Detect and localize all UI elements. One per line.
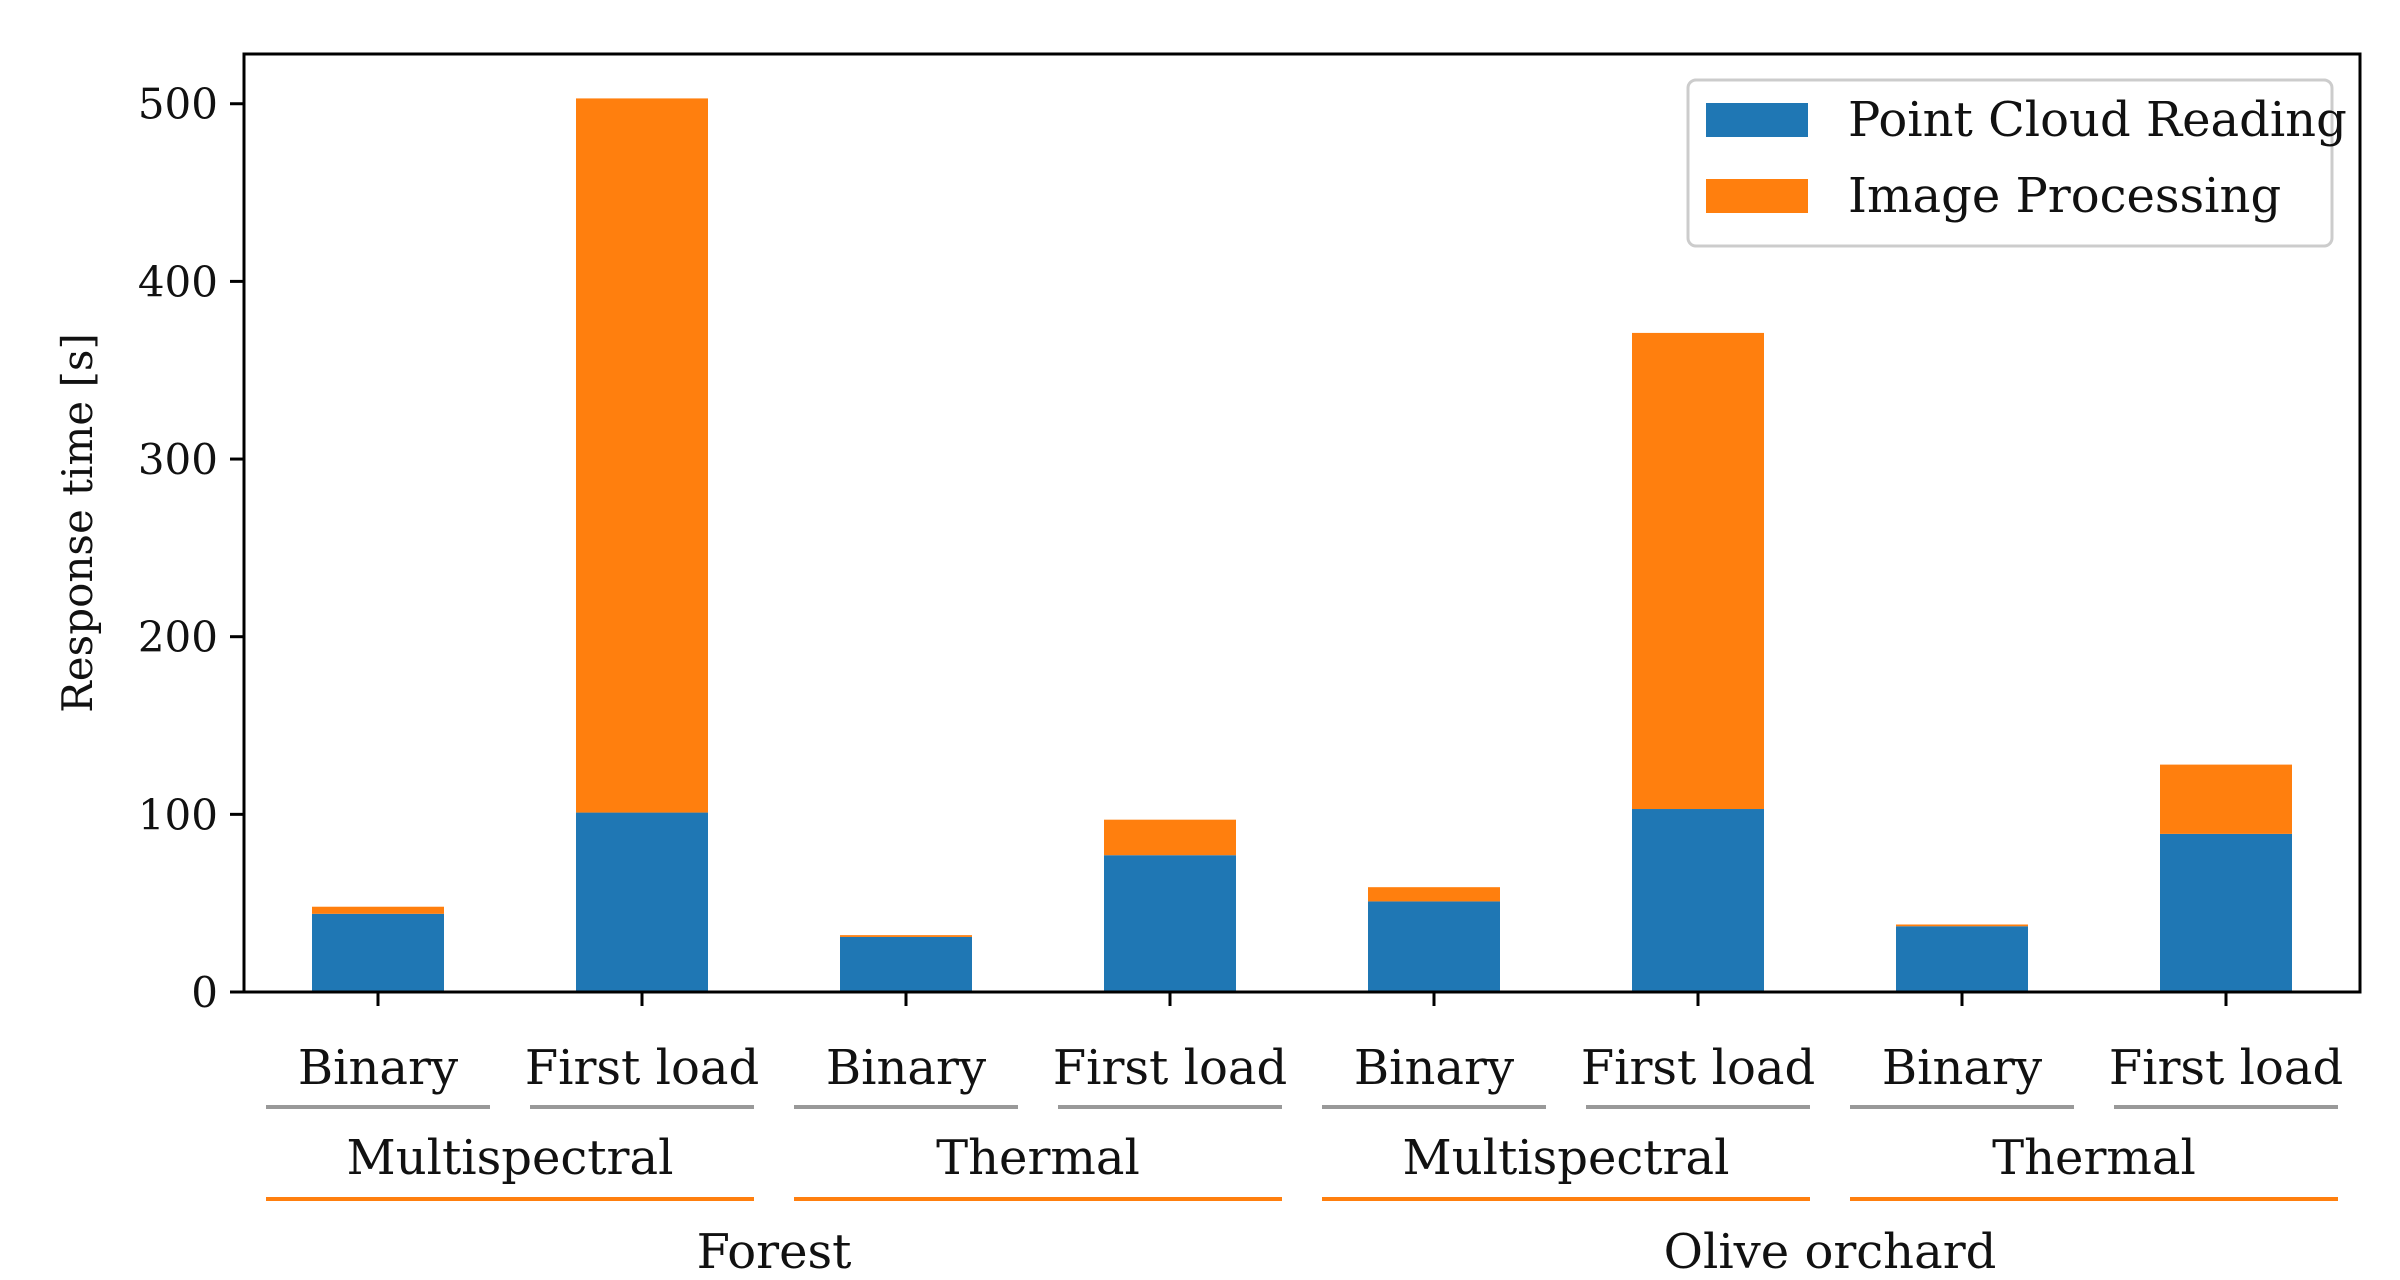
bar-point-cloud-reading-2 xyxy=(840,936,972,992)
bar-image-processing-0 xyxy=(312,906,444,914)
bar-point-cloud-reading-6 xyxy=(1896,926,2028,992)
sensor-group-label-1: Thermal xyxy=(936,1130,1140,1186)
x-category-label-1: First load xyxy=(525,1040,759,1096)
bar-image-processing-6 xyxy=(1896,924,2028,927)
y-tick-label-200: 200 xyxy=(138,613,218,662)
y-tick-label-300: 300 xyxy=(138,435,218,484)
bar-point-cloud-reading-1 xyxy=(576,812,708,992)
sensor-group-label-0: Multispectral xyxy=(347,1130,674,1186)
bar-point-cloud-reading-5 xyxy=(1632,809,1764,992)
x-category-label-5: First load xyxy=(1581,1040,1815,1096)
bar-image-processing-5 xyxy=(1632,332,1764,810)
y-tick-label-500: 500 xyxy=(138,80,218,129)
x-axis: Binary First load Binary First load Binary Fi… xyxy=(266,992,2343,1280)
y-axis: 0 100 200 300 400 500 xyxy=(138,80,244,1017)
legend-swatch-image-processing xyxy=(1706,179,1808,213)
bar-image-processing-1 xyxy=(576,98,708,813)
site-label-1: Olive orchard xyxy=(1664,1224,1997,1280)
bar-point-cloud-reading-0 xyxy=(312,913,444,992)
y-axis-label: Response time [s] xyxy=(53,333,102,713)
y-tick-label-0: 0 xyxy=(191,968,218,1017)
legend-box xyxy=(1686,78,2334,248)
legend-swatch-point-cloud-reading xyxy=(1706,103,1808,137)
y-tick-label-100: 100 xyxy=(138,790,218,839)
y-tick-label-400: 400 xyxy=(138,257,218,306)
sensor-group-label-3: Thermal xyxy=(1992,1130,2196,1186)
legend: Point Cloud Reading Image Processing xyxy=(1686,78,2347,248)
bar-point-cloud-reading-3 xyxy=(1104,855,1236,992)
x-category-label-4: Binary xyxy=(1354,1040,1514,1096)
bar-image-processing-3 xyxy=(1104,819,1236,856)
bar-image-processing-2 xyxy=(840,935,972,937)
bar-image-processing-7 xyxy=(2160,764,2292,834)
plot-frame xyxy=(242,52,2362,994)
legend-label-point-cloud-reading: Point Cloud Reading xyxy=(1848,92,2347,148)
bar-point-cloud-reading-4 xyxy=(1368,901,1500,992)
bars-layer xyxy=(312,98,2292,992)
sensor-group-label-2: Multispectral xyxy=(1403,1130,1730,1186)
x-category-label-3: First load xyxy=(1053,1040,1287,1096)
legend-label-image-processing: Image Processing xyxy=(1848,168,2281,224)
x-category-label-0: Binary xyxy=(298,1040,458,1096)
bar-image-processing-4 xyxy=(1368,887,1500,902)
x-category-label-7: First load xyxy=(2109,1040,2343,1096)
x-category-label-2: Binary xyxy=(826,1040,986,1096)
site-label-0: Forest xyxy=(697,1224,852,1280)
x-category-label-6: Binary xyxy=(1882,1040,2042,1096)
bar-point-cloud-reading-7 xyxy=(2160,833,2292,992)
